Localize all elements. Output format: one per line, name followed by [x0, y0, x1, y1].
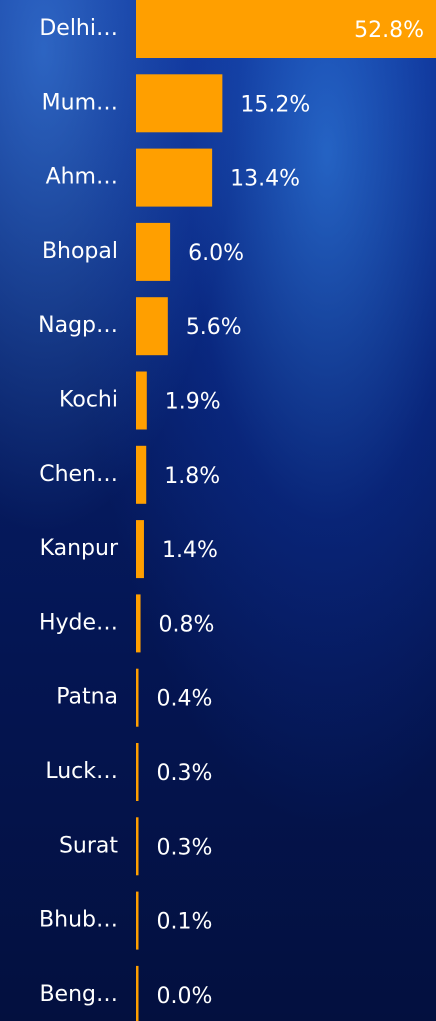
value-label: 13.4%: [230, 167, 300, 192]
category-label: Luck…: [45, 759, 118, 784]
category-label: Nagp…: [38, 313, 118, 338]
value-label: 15.2%: [240, 92, 310, 117]
value-label: 0.3%: [157, 835, 213, 860]
category-label: Bhopal: [42, 239, 118, 264]
bar: [136, 743, 139, 801]
category-label: Chen…: [39, 462, 118, 487]
bar: [136, 891, 139, 950]
value-label: 5.6%: [186, 315, 242, 340]
category-label: Surat: [59, 833, 118, 858]
bar: [136, 222, 171, 281]
bar: [136, 520, 144, 579]
category-label: Bhub…: [39, 908, 118, 933]
bar: [136, 965, 139, 1021]
bar: [136, 0, 436, 58]
category-label: Beng…: [39, 982, 118, 1007]
value-label: 0.0%: [157, 984, 213, 1009]
category-label: Patna: [56, 685, 118, 710]
bar: [136, 668, 139, 727]
value-label: 0.1%: [157, 910, 213, 935]
category-label: Hyde…: [39, 610, 118, 635]
value-label: 1.9%: [165, 390, 221, 415]
value-label: 1.8%: [164, 464, 220, 489]
bar: [136, 445, 147, 504]
value-label: 6.0%: [188, 241, 244, 266]
value-label: 0.3%: [157, 761, 213, 786]
value-label: 52.8%: [354, 18, 424, 43]
value-label: 0.8%: [159, 612, 215, 637]
category-label: Kanpur: [40, 536, 119, 561]
bar: [136, 817, 139, 876]
bar: [136, 594, 141, 653]
value-label: 0.4%: [157, 687, 213, 712]
value-label: 1.4%: [162, 538, 218, 563]
bar: [136, 371, 147, 430]
category-label: Delhi…: [39, 16, 118, 41]
category-label: Mum…: [42, 90, 118, 115]
bar: [136, 297, 168, 356]
category-label: Ahm…: [46, 165, 118, 190]
bar: [136, 148, 213, 207]
category-label: Kochi: [59, 388, 118, 413]
bar: [136, 74, 223, 133]
